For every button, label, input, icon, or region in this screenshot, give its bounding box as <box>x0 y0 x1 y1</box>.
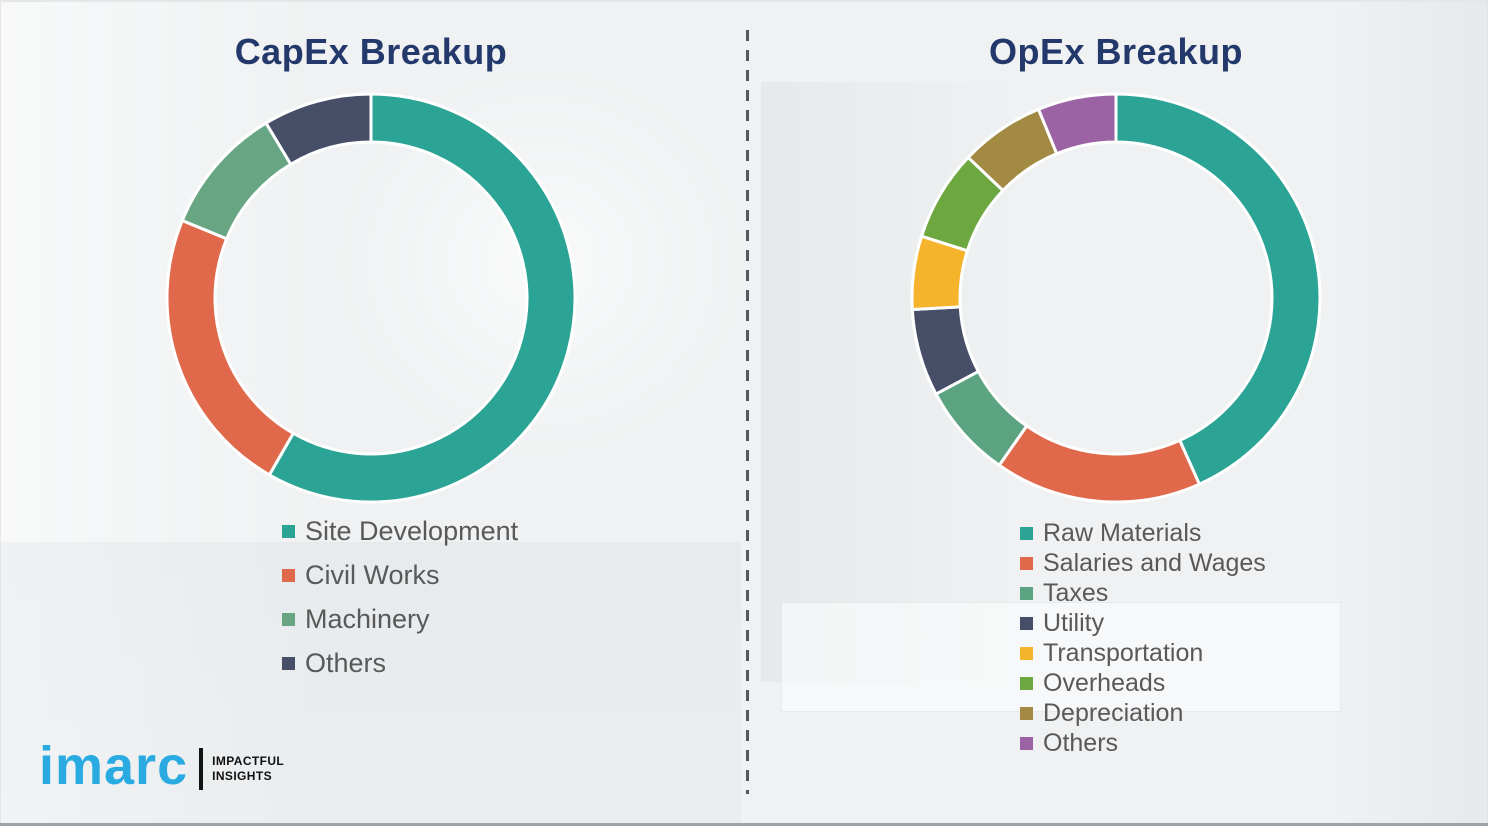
donut-slice-machinery <box>180 121 293 241</box>
legend-swatch-icon <box>1020 616 1033 630</box>
legend-item-overheads: Overheads <box>1020 668 1266 698</box>
legend-label: Others <box>1043 728 1119 757</box>
legend-swatch-icon <box>1020 586 1033 600</box>
donut-slice-raw-materials <box>1114 92 1322 487</box>
legend-label: Depreciation <box>1043 698 1184 727</box>
legend-label: Others <box>305 647 387 678</box>
legend-swatch-icon <box>1020 526 1033 540</box>
capex-chart-title: CapEx Breakup <box>234 31 508 72</box>
legend-label: Utility <box>1043 608 1105 637</box>
legend-swatch-icon <box>1020 676 1033 690</box>
legend-swatch-icon <box>282 568 295 582</box>
opex-chart-title: OpEx Breakup <box>988 31 1244 72</box>
logo-tagline-line1: IMPACTFUL <box>212 754 285 768</box>
opex-donut-chart <box>910 92 1322 504</box>
legend-label: Transportation <box>1043 638 1204 667</box>
donut-slice-civil-works <box>165 218 296 477</box>
background-texture <box>1331 2 1488 825</box>
legend-item-site-development: Site Development <box>282 509 518 553</box>
donut-slice-others <box>1036 92 1118 156</box>
imarc-logo-wordmark: imarc <box>39 736 189 796</box>
legend-label: Raw Materials <box>1043 518 1202 547</box>
legend-label: Overheads <box>1043 668 1166 697</box>
legend-item-transportation: Transportation <box>1020 638 1266 668</box>
legend-label: Taxes <box>1043 578 1109 607</box>
legend-swatch-icon <box>1020 706 1033 720</box>
dashed-divider-line <box>746 30 749 794</box>
logo-divider-bar <box>199 748 204 790</box>
opex-legend: Raw Materials Salaries and Wages Taxes Util… <box>1020 518 1266 758</box>
legend-label: Salaries and Wages <box>1043 548 1266 577</box>
legend-item-salaries-and-wages: Salaries and Wages <box>1020 548 1266 578</box>
legend-swatch-icon <box>282 612 295 626</box>
legend-swatch-icon <box>282 524 295 538</box>
capex-legend: Site Development Civil Works Machinery Othe… <box>282 509 518 685</box>
bottom-border-rule <box>0 823 1488 826</box>
logo-tagline: IMPACTFUL INSIGHTS <box>212 754 284 784</box>
legend-item-others: Others <box>1020 728 1266 758</box>
donut-slice-others <box>263 92 373 167</box>
donut-slice-site-development <box>267 92 577 504</box>
legend-label: Site Development <box>305 515 519 546</box>
legend-item-raw-materials: Raw Materials <box>1020 518 1266 548</box>
legend-swatch-icon <box>282 656 295 670</box>
legend-swatch-icon <box>1020 646 1033 660</box>
logo-tagline-line2: INSIGHTS <box>212 769 272 783</box>
legend-item-depreciation: Depreciation <box>1020 698 1266 728</box>
legend-item-machinery: Machinery <box>282 597 518 641</box>
legend-label: Civil Works <box>305 559 440 590</box>
capex-donut-chart <box>165 92 577 504</box>
legend-item-utility: Utility <box>1020 608 1266 638</box>
legend-item-others: Others <box>282 641 518 685</box>
legend-swatch-icon <box>1020 736 1033 750</box>
legend-item-taxes: Taxes <box>1020 578 1266 608</box>
legend-swatch-icon <box>1020 556 1033 570</box>
legend-item-civil-works: Civil Works <box>282 553 518 597</box>
imarc-logo: imarc IMPACTFUL INSIGHTS <box>39 738 284 794</box>
legend-label: Machinery <box>305 603 430 634</box>
donut-slice-salaries-and-wages <box>997 423 1202 504</box>
